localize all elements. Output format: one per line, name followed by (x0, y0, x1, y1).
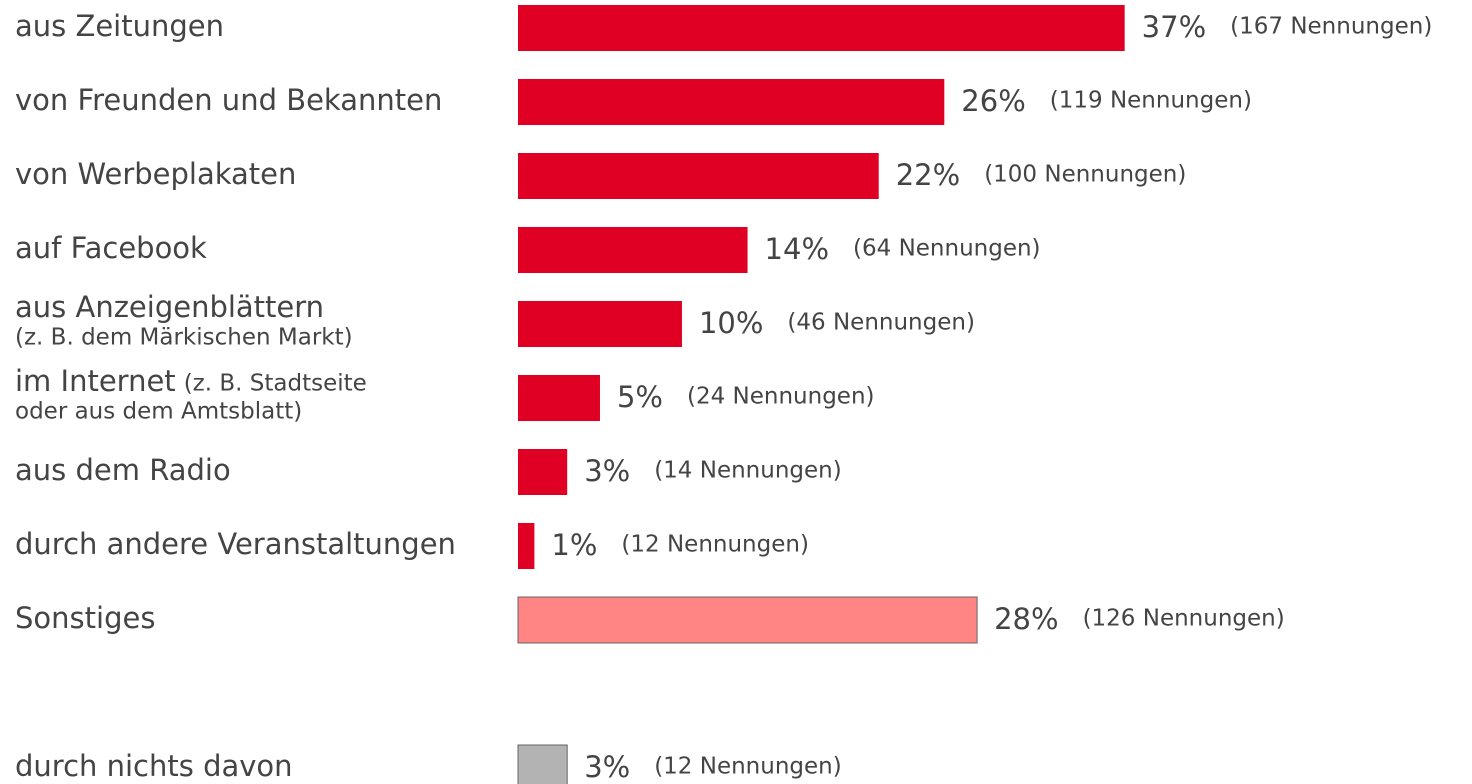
category-label: aus Zeitungen (15, 9, 224, 43)
count-label: (12 Nennungen) (621, 532, 809, 558)
bar (518, 375, 600, 421)
value-label: 10% (699, 306, 763, 340)
count-label: (12 Nennungen) (654, 754, 842, 780)
category-note: (z. B. dem Märkischen Markt) (15, 325, 353, 351)
count-label: (64 Nennungen) (853, 236, 1041, 262)
value-label: 1% (551, 528, 597, 562)
value-label: 3% (584, 750, 630, 784)
category-label: Sonstiges (15, 601, 155, 635)
category-note: (z. B. Stadtseite (184, 371, 367, 397)
value-label: 3% (584, 454, 630, 488)
value-label: 22% (896, 158, 960, 192)
count-label: (119 Nennungen) (1050, 88, 1252, 114)
count-label: (167 Nennungen) (1230, 14, 1432, 40)
bar (518, 79, 945, 125)
category-label: von Freunden und Bekannten (15, 83, 442, 117)
bar (518, 523, 535, 569)
category-label: durch andere Veranstaltungen (15, 527, 456, 561)
category-label: im Internet (15, 364, 176, 398)
bar (518, 5, 1125, 51)
bar (518, 449, 568, 495)
bar (517, 744, 568, 784)
value-label: 26% (961, 84, 1025, 118)
count-label: (14 Nennungen) (654, 458, 842, 484)
category-note: oder aus dem Amtsblatt) (15, 399, 302, 425)
value-label: 37% (1142, 10, 1206, 44)
count-label: (100 Nennungen) (984, 162, 1186, 188)
value-label: 14% (765, 232, 829, 266)
category-label: von Werbeplakaten (15, 157, 296, 191)
category-label: durch nichts davon (15, 749, 293, 783)
value-label: 5% (617, 380, 663, 414)
bar (518, 153, 879, 199)
category-label: aus dem Radio (15, 453, 231, 487)
count-label: (46 Nennungen) (787, 310, 975, 336)
bar (518, 301, 682, 347)
category-label: aus Anzeigenblättern (15, 290, 324, 324)
bar (518, 227, 748, 273)
count-label: (126 Nennungen) (1083, 606, 1285, 632)
count-label: (24 Nennungen) (687, 384, 875, 410)
category-label: auf Facebook (15, 231, 207, 265)
value-label: 28% (994, 602, 1058, 636)
bar (517, 596, 978, 644)
